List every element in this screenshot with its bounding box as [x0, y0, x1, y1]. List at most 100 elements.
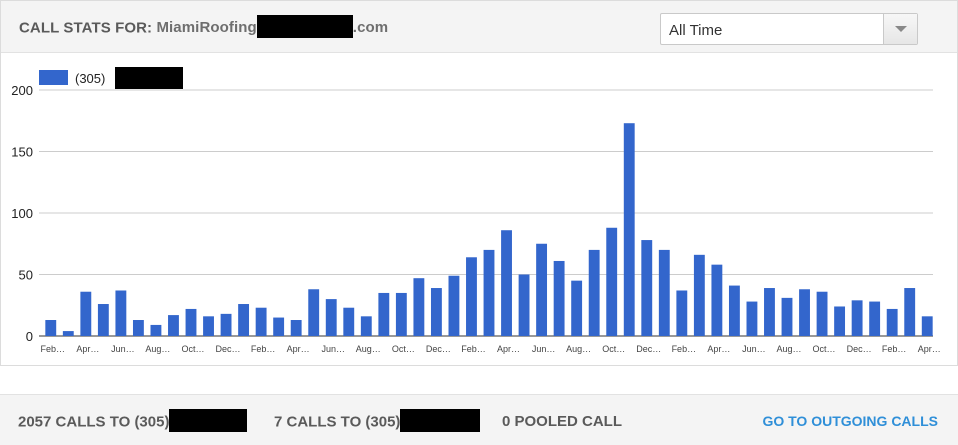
chart-bar[interactable]	[886, 308, 898, 336]
chart-bar[interactable]	[641, 240, 653, 336]
x-tick-label: Feb…	[461, 344, 486, 354]
chart-bar[interactable]	[571, 280, 583, 336]
chart-bar[interactable]	[799, 289, 810, 336]
chart-bar[interactable]	[308, 289, 320, 336]
x-tick-label: Oct…	[602, 344, 625, 354]
chart-bar[interactable]	[448, 275, 460, 336]
domain-name: MiamiRoofing .com	[156, 15, 389, 38]
redaction-block	[115, 67, 183, 89]
domain-start: MiamiRoofing	[156, 19, 257, 37]
chart-bar[interactable]	[185, 308, 197, 336]
x-tick-label: Aug…	[145, 344, 170, 354]
x-tick-label: Apr…	[497, 344, 520, 354]
chart-bar[interactable]	[553, 260, 565, 336]
chart-bar[interactable]	[746, 301, 758, 336]
chart-bar[interactable]	[623, 123, 635, 337]
x-tick-label: Aug…	[776, 344, 801, 354]
chart-bar[interactable]	[430, 288, 442, 336]
tracking-calls-number: (305)	[365, 413, 401, 431]
chart-bar[interactable]	[483, 249, 495, 336]
chart-bar[interactable]	[168, 315, 179, 336]
chart-bar[interactable]	[781, 297, 793, 336]
x-tick-label: Dec…	[216, 344, 241, 354]
title-prefix: CALL STATS FOR:	[19, 19, 153, 37]
chart-bar[interactable]	[921, 316, 933, 336]
outgoing-calls-link[interactable]: GO TO OUTGOING CALLS	[762, 413, 938, 429]
x-tick-label: Oct…	[813, 344, 836, 354]
chart-bar[interactable]	[360, 316, 372, 336]
chart-bar[interactable]	[62, 331, 74, 336]
chart-bar[interactable]	[536, 243, 548, 336]
legend-swatch	[39, 70, 68, 85]
redaction-block	[400, 409, 481, 432]
chart-bar[interactable]	[203, 316, 214, 336]
chart-bar[interactable]	[869, 301, 881, 336]
x-tick-label: Feb…	[672, 344, 697, 354]
chart-bar[interactable]	[413, 278, 425, 336]
y-tick-label: 100	[11, 206, 33, 221]
x-tick-label: Feb…	[251, 344, 276, 354]
chart-bar[interactable]	[378, 292, 390, 336]
x-tick-label: Apr…	[707, 344, 730, 354]
y-tick-label: 50	[19, 268, 33, 283]
chart-bar[interactable]	[343, 307, 355, 336]
time-range-select[interactable]: All Time	[660, 13, 918, 45]
x-tick-label: Feb…	[41, 344, 66, 354]
chart-bar[interactable]	[501, 230, 512, 336]
x-tick-label: Dec…	[847, 344, 872, 354]
chart-bar[interactable]	[676, 290, 688, 336]
call-stats-card: CALL STATS FOR: MiamiRoofing .com All Tim…	[0, 0, 958, 366]
x-tick-label: Oct…	[392, 344, 415, 354]
chart-bar[interactable]	[97, 304, 109, 336]
chart-bar[interactable]	[764, 288, 775, 336]
chart-bar[interactable]	[816, 291, 828, 336]
domain-end: .com	[352, 19, 389, 37]
chart-bar[interactable]	[693, 254, 705, 336]
x-tick-label: Jun…	[321, 344, 345, 354]
total-calls-stat: 2057 CALLS TO (305)	[18, 409, 248, 432]
chart-bar[interactable]	[834, 306, 846, 336]
x-tick-label: Aug…	[356, 344, 381, 354]
y-tick-label: 0	[26, 329, 33, 344]
redaction-block	[169, 409, 248, 432]
chart-bar[interactable]	[851, 300, 863, 336]
chevron-down-icon	[895, 26, 907, 32]
x-tick-label: Aug…	[566, 344, 591, 354]
x-tick-label: Apr…	[287, 344, 310, 354]
dropdown-button[interactable]	[883, 14, 917, 44]
chart-bar[interactable]	[290, 320, 302, 336]
chart-bar[interactable]	[325, 299, 337, 336]
chart-bar[interactable]	[658, 249, 670, 336]
chart-bar[interactable]	[466, 257, 477, 336]
x-tick-label: Oct…	[181, 344, 204, 354]
chart-bar[interactable]	[518, 274, 530, 337]
pooled-calls-stat: 0 POOLED CALL	[502, 413, 623, 430]
chart-bar[interactable]	[115, 290, 127, 336]
chart-bar[interactable]	[273, 317, 285, 336]
stats-footer: 2057 CALLS TO (305) 7 CALLS TO (305) 0 P…	[0, 394, 958, 445]
call-volume-chart: 0 50 100 150 200 Feb… Apr… Jun… Aug… Oct… Dec… Feb……	[11, 67, 941, 354]
chart-bar[interactable]	[45, 320, 57, 336]
total-calls-number: (305)	[134, 413, 170, 431]
x-tick-label: Jun…	[532, 344, 556, 354]
y-tick-label: 150	[11, 145, 33, 160]
chart-bar[interactable]	[80, 291, 92, 336]
chart-bar[interactable]	[728, 285, 740, 336]
chart-bar[interactable]	[588, 249, 600, 336]
chart-bar[interactable]	[150, 324, 162, 336]
tracking-calls-stat: 7 CALLS TO (305)	[274, 409, 481, 432]
chart-bar[interactable]	[395, 292, 407, 336]
x-tick-label: Dec…	[636, 344, 661, 354]
time-range-value: All Time	[669, 22, 723, 39]
chart-bar[interactable]	[220, 313, 232, 336]
page-title: CALL STATS FOR: MiamiRoofing .com	[19, 15, 389, 38]
chart-bar[interactable]	[904, 288, 916, 336]
chart-bar[interactable]	[255, 307, 267, 336]
y-tick-label: 200	[11, 83, 33, 98]
chart-bar[interactable]	[711, 264, 723, 336]
chart-bar[interactable]	[132, 320, 144, 336]
x-tick-label: Apr…	[76, 344, 99, 354]
chart-bar[interactable]	[238, 304, 250, 336]
redaction-block	[256, 15, 353, 38]
chart-bar[interactable]	[606, 227, 618, 336]
